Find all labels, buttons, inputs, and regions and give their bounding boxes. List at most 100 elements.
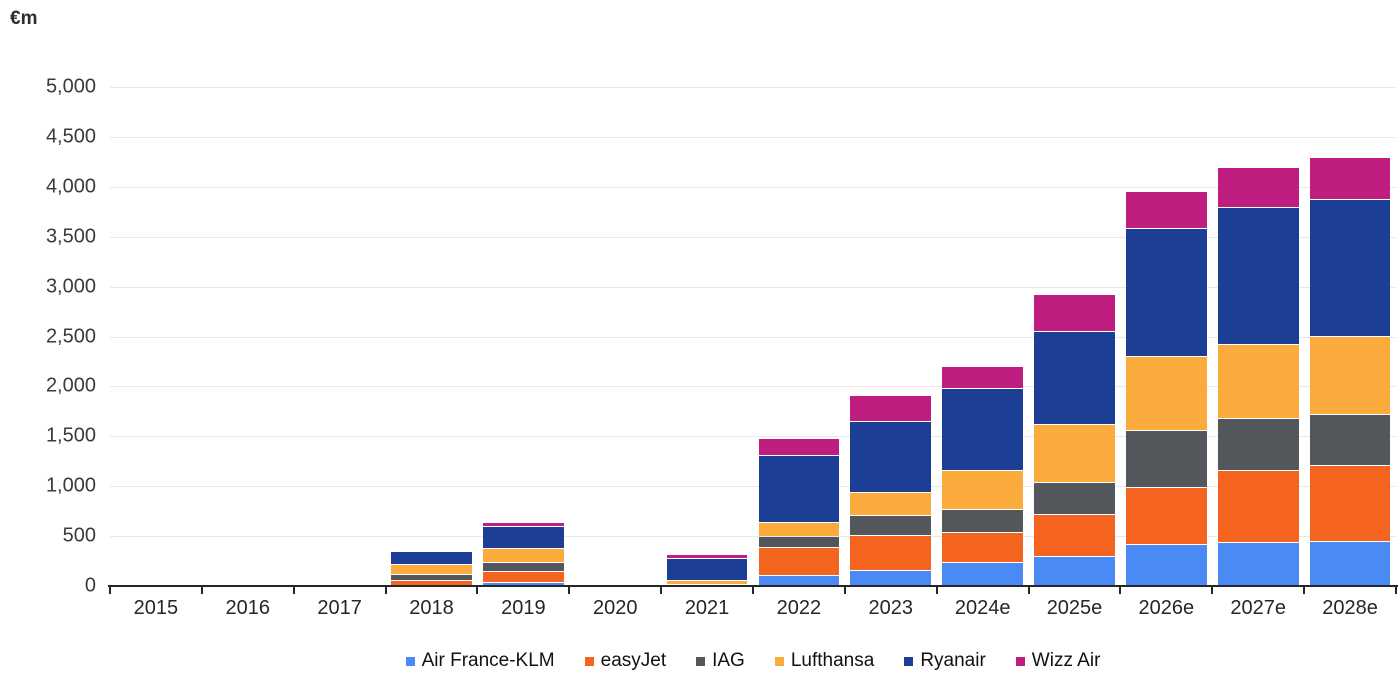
- bar-segment-lufthansa-2027e: [1217, 345, 1299, 419]
- x-axis-tick: [568, 585, 571, 594]
- bar-segment-air-france-klm-2019: [482, 583, 564, 586]
- y-axis-label-3000: 3,000: [45, 275, 96, 298]
- legend-swatch-air-france-klm: [405, 656, 415, 666]
- legend-label-air-france-klm: Air France-KLM: [421, 650, 555, 671]
- legend-label-iag: IAG: [712, 650, 745, 671]
- bar-segment-ryanair-2019: [482, 527, 564, 549]
- bar-segment-iag-2026e: [1125, 431, 1207, 487]
- plot-area: [110, 87, 1396, 586]
- legend-item-air-france-klm: Air France-KLM: [405, 650, 555, 672]
- bar-segment-iag-2018: [391, 575, 472, 581]
- gridline-4000: [110, 186, 1396, 188]
- bar-segment-air-france-klm-2026e: [1125, 544, 1207, 586]
- y-axis-label-5000: 5,000: [45, 75, 96, 98]
- gridline-5000: [110, 87, 1396, 88]
- bar-segment-ryanair-2023: [850, 422, 932, 493]
- y-axis-label-4500: 4,500: [45, 125, 96, 148]
- bar-segment-wizz-air-2028e: [1309, 158, 1391, 199]
- bar-segment-iag-2028e: [1309, 415, 1391, 466]
- gridline-1500: [110, 436, 1396, 438]
- y-axis-unit-label: €m: [10, 8, 38, 29]
- bar-segment-easyjet-2025e: [1034, 515, 1115, 557]
- bar-segment-air-france-klm-2025e: [1034, 557, 1115, 586]
- legend-swatch-lufthansa: [774, 656, 784, 666]
- bar-segment-ryanair-2022: [758, 456, 840, 523]
- bar-segment-ryanair-2024e: [942, 389, 1024, 470]
- bar-segment-lufthansa-2025e: [1034, 424, 1115, 482]
- x-axis-label-2023: 2023: [868, 597, 914, 619]
- x-axis-tick: [1303, 585, 1306, 594]
- x-axis-tick: [1211, 585, 1214, 594]
- bar-segment-easyjet-2019: [482, 572, 564, 583]
- legend-item-wizz-air: Wizz Air: [1015, 650, 1100, 672]
- x-axis-label-2015: 2015: [133, 597, 179, 619]
- bar-segment-easyjet-2022: [758, 548, 840, 576]
- bar-segment-wizz-air-2025e: [1034, 294, 1115, 331]
- bar-stack-2025e: [1034, 87, 1115, 586]
- bar-segment-air-france-klm-2027e: [1217, 542, 1299, 586]
- y-axis-label-4000: 4,000: [45, 175, 96, 198]
- bar-segment-easyjet-2027e: [1217, 470, 1299, 542]
- bar-segment-lufthansa-2028e: [1309, 337, 1391, 415]
- bar-segment-easyjet-2024e: [942, 533, 1024, 563]
- x-axis-label-2024e: 2024e: [954, 597, 1011, 619]
- y-axis-label-3500: 3,500: [45, 225, 96, 248]
- x-axis-tick: [476, 585, 479, 594]
- x-axis-label-2018: 2018: [409, 597, 454, 619]
- x-axis-tick: [109, 585, 111, 594]
- bar-2016: [202, 87, 294, 586]
- x-axis-label-2022: 2022: [776, 597, 822, 619]
- legend-label-lufthansa: Lufthansa: [790, 650, 875, 671]
- x-axis-tick: [1027, 585, 1030, 594]
- bar-stack-2028e: [1309, 87, 1391, 586]
- x-axis-label-2026e: 2026e: [1138, 597, 1195, 619]
- bar-segment-easyjet-2026e: [1125, 487, 1207, 544]
- bar-2020: [569, 87, 661, 586]
- bar-stack-2027e: [1217, 87, 1299, 586]
- legend-label-easyjet: easyJet: [600, 650, 667, 671]
- bar-2022: [753, 87, 845, 586]
- bar-segment-ryanair-2025e: [1034, 331, 1115, 424]
- bar-segment-easyjet-2018: [391, 581, 472, 586]
- bar-segment-ryanair-2027e: [1217, 207, 1299, 344]
- bar-2018: [386, 87, 478, 586]
- bar-segment-lufthansa-2023: [850, 493, 932, 516]
- bar-segment-iag-2027e: [1217, 419, 1299, 470]
- bar-segment-wizz-air-2021: [666, 555, 748, 559]
- legend-swatch-wizz-air: [1015, 656, 1025, 666]
- y-axis-label-1500: 1,500: [45, 424, 96, 447]
- legend-swatch-easyjet: [584, 656, 594, 666]
- legend-label-ryanair: Ryanair: [920, 650, 986, 671]
- bar-2025e: [1029, 87, 1121, 586]
- gridline-500: [110, 536, 1396, 538]
- bar-2017: [294, 87, 386, 586]
- legend-item-lufthansa: Lufthansa: [774, 650, 875, 672]
- bar-segment-iag-2019: [482, 563, 564, 572]
- bar-segment-lufthansa-2021: [666, 581, 748, 585]
- x-axis-tick: [843, 585, 846, 594]
- bar-stack-2020: [575, 87, 656, 586]
- gridline-4500: [110, 136, 1396, 138]
- x-axis-tick: [1395, 585, 1397, 594]
- y-axis-label-500: 500: [62, 524, 96, 547]
- bar-stack-2018: [391, 87, 472, 586]
- bar-segment-wizz-air-2026e: [1125, 191, 1207, 228]
- bar-segment-wizz-air-2027e: [1217, 167, 1299, 207]
- bar-segment-ryanair-2028e: [1309, 199, 1391, 337]
- x-axis-tick: [752, 585, 754, 594]
- x-axis-label-2020: 2020: [592, 597, 638, 619]
- legend-swatch-ryanair: [904, 656, 914, 666]
- y-axis-label-2500: 2,500: [45, 325, 96, 347]
- x-axis-label-2016: 2016: [225, 597, 271, 619]
- bar-2028e: [1304, 87, 1396, 586]
- x-axis-tick: [200, 585, 203, 594]
- x-axis-tick: [660, 585, 663, 594]
- bar-segment-easyjet-2023: [850, 536, 932, 571]
- bar-stack-2021: [666, 87, 748, 586]
- bar-segment-wizz-air-2019: [482, 523, 564, 527]
- bar-segment-iag-2022: [758, 537, 840, 548]
- bar-stack-2016: [207, 87, 288, 586]
- bar-2023: [845, 87, 937, 586]
- bar-stack-2019: [482, 87, 564, 586]
